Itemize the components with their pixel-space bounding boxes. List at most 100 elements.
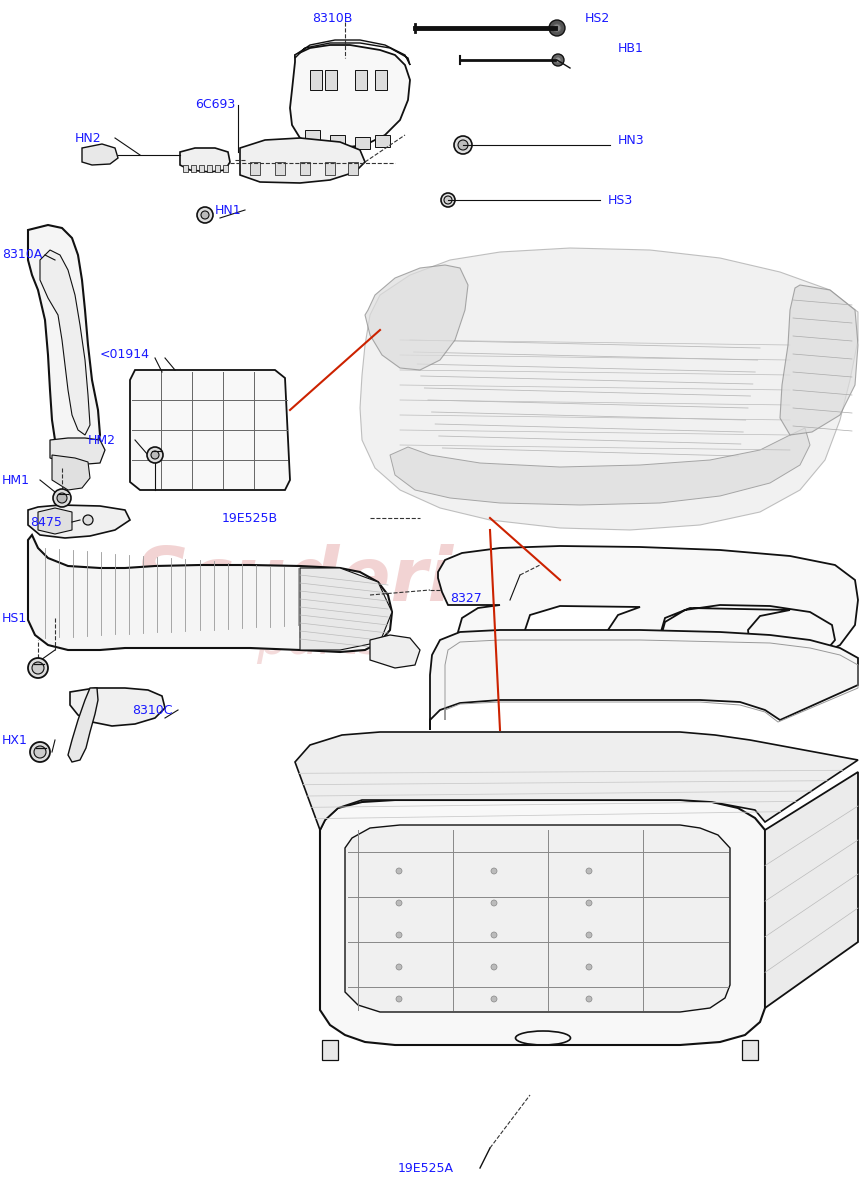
Polygon shape xyxy=(300,568,392,650)
Circle shape xyxy=(441,193,455,206)
Polygon shape xyxy=(430,630,858,730)
Polygon shape xyxy=(375,70,387,90)
Circle shape xyxy=(30,742,50,762)
Circle shape xyxy=(53,490,71,506)
Text: Scuderia: Scuderia xyxy=(135,544,505,617)
Text: 8327: 8327 xyxy=(450,592,482,605)
Text: 8310A: 8310A xyxy=(2,248,42,262)
Polygon shape xyxy=(240,138,365,182)
Polygon shape xyxy=(183,164,188,172)
Polygon shape xyxy=(742,1040,758,1060)
Polygon shape xyxy=(375,134,390,146)
Polygon shape xyxy=(365,265,468,370)
Circle shape xyxy=(197,206,213,223)
Polygon shape xyxy=(215,164,220,172)
Circle shape xyxy=(454,136,472,154)
Circle shape xyxy=(491,996,497,1002)
Polygon shape xyxy=(355,137,370,149)
Polygon shape xyxy=(305,130,320,142)
Text: 19E525B: 19E525B xyxy=(222,511,278,524)
Circle shape xyxy=(549,20,565,36)
Circle shape xyxy=(201,211,209,218)
Circle shape xyxy=(491,868,497,874)
Text: HM2: HM2 xyxy=(88,433,116,446)
Polygon shape xyxy=(68,688,98,762)
Circle shape xyxy=(586,868,592,874)
Polygon shape xyxy=(82,144,118,164)
Circle shape xyxy=(396,996,402,1002)
Polygon shape xyxy=(370,635,420,668)
Circle shape xyxy=(458,140,468,150)
Circle shape xyxy=(396,868,402,874)
Text: HS1: HS1 xyxy=(2,612,28,624)
Polygon shape xyxy=(295,732,858,830)
Polygon shape xyxy=(28,226,100,458)
Text: <01914: <01914 xyxy=(100,348,150,361)
Polygon shape xyxy=(207,164,212,172)
Polygon shape xyxy=(300,162,310,175)
Circle shape xyxy=(444,196,452,204)
Polygon shape xyxy=(275,162,285,175)
Text: HS3: HS3 xyxy=(608,193,633,206)
Text: parts: parts xyxy=(256,616,384,664)
Polygon shape xyxy=(199,164,204,172)
Circle shape xyxy=(396,932,402,938)
Circle shape xyxy=(586,900,592,906)
Circle shape xyxy=(555,56,561,62)
Polygon shape xyxy=(50,438,105,464)
Text: 8475: 8475 xyxy=(30,516,62,528)
Polygon shape xyxy=(40,250,90,434)
Polygon shape xyxy=(38,508,72,534)
Text: 19E525A: 19E525A xyxy=(398,1162,454,1175)
Circle shape xyxy=(32,662,44,674)
Circle shape xyxy=(491,964,497,970)
Circle shape xyxy=(151,451,159,458)
Circle shape xyxy=(396,900,402,906)
Circle shape xyxy=(28,658,48,678)
Circle shape xyxy=(147,446,163,463)
Polygon shape xyxy=(325,162,335,175)
Polygon shape xyxy=(390,428,810,505)
Polygon shape xyxy=(223,164,228,172)
Text: HX1: HX1 xyxy=(2,733,28,746)
Text: 8310B: 8310B xyxy=(312,12,353,24)
Polygon shape xyxy=(295,40,410,65)
Polygon shape xyxy=(310,70,322,90)
Polygon shape xyxy=(780,284,858,434)
Polygon shape xyxy=(360,248,858,530)
Circle shape xyxy=(491,900,497,906)
Polygon shape xyxy=(325,70,337,90)
Text: 6C693: 6C693 xyxy=(195,98,235,112)
Polygon shape xyxy=(345,826,730,1012)
Polygon shape xyxy=(330,134,345,146)
Circle shape xyxy=(586,996,592,1002)
Polygon shape xyxy=(28,535,392,652)
Polygon shape xyxy=(322,1040,338,1060)
Circle shape xyxy=(396,964,402,970)
Polygon shape xyxy=(290,44,410,148)
Polygon shape xyxy=(320,800,765,1045)
Polygon shape xyxy=(28,505,130,538)
Polygon shape xyxy=(52,455,90,490)
Polygon shape xyxy=(438,546,858,668)
Circle shape xyxy=(586,964,592,970)
Text: HS2: HS2 xyxy=(585,12,610,24)
Circle shape xyxy=(552,54,564,66)
Polygon shape xyxy=(765,772,858,1008)
Circle shape xyxy=(83,515,93,526)
Polygon shape xyxy=(250,162,260,175)
Circle shape xyxy=(491,932,497,938)
Text: HN1: HN1 xyxy=(215,204,242,216)
Text: HN3: HN3 xyxy=(618,133,645,146)
Polygon shape xyxy=(355,70,367,90)
Polygon shape xyxy=(180,148,230,172)
Circle shape xyxy=(586,932,592,938)
Text: HB1: HB1 xyxy=(618,42,644,54)
Circle shape xyxy=(57,493,67,503)
Polygon shape xyxy=(348,162,358,175)
Text: HM1: HM1 xyxy=(2,474,30,486)
Polygon shape xyxy=(191,164,196,172)
Text: HN2: HN2 xyxy=(75,132,102,144)
Polygon shape xyxy=(70,688,165,726)
Polygon shape xyxy=(130,370,290,490)
